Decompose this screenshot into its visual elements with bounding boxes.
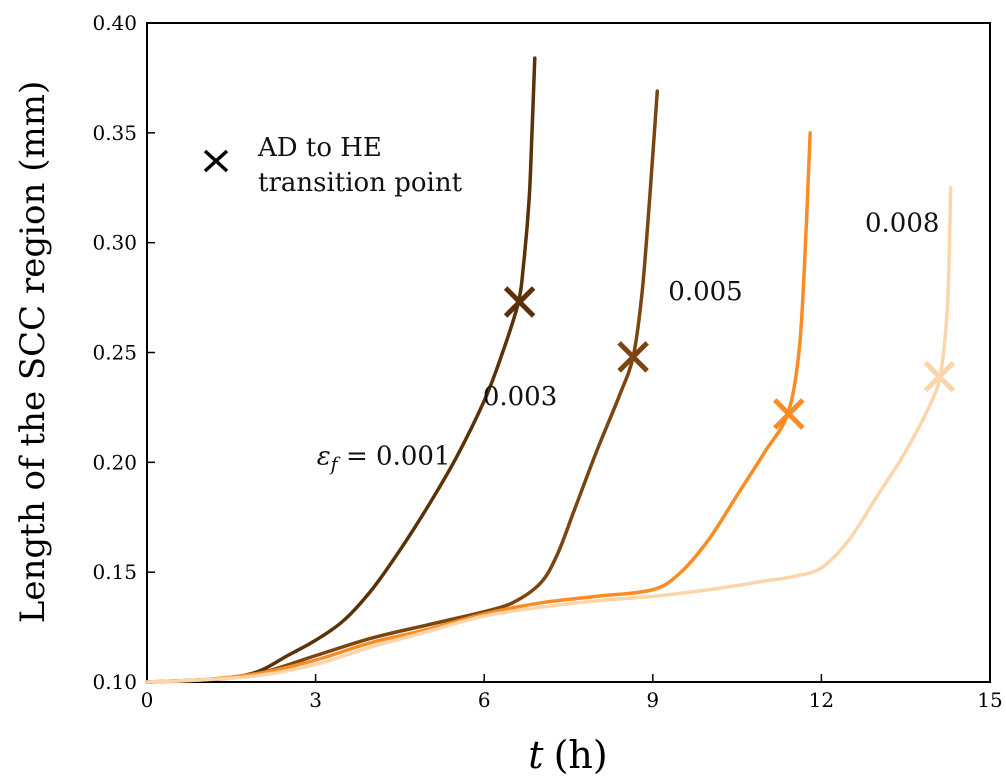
plot-frame: [146, 22, 991, 683]
series-annotations: εf = 0.001 0.003 0.005 0.008: [317, 209, 940, 476]
x-tick-label: 9: [646, 688, 659, 712]
x-axis-label-unit: (h): [554, 733, 608, 777]
legend-text-line1: AD to HE: [257, 133, 382, 163]
y-tick-label: 0.30: [92, 231, 137, 255]
transition-marker-1: [617, 341, 649, 373]
x-tick-label: 3: [309, 688, 322, 712]
transition-markers: [503, 286, 956, 430]
legend-text-line2: transition point: [258, 168, 463, 198]
legend-marker-icon: [203, 149, 229, 173]
y-axis-label: Length of the SCC region (mm): [13, 81, 53, 623]
series-line-1: [145, 89, 660, 684]
y-tick-label: 0.10: [92, 670, 137, 694]
legend: AD to HE transition point: [203, 133, 463, 198]
y-tick-label: 0.35: [92, 121, 137, 145]
x-tick-label: 15: [977, 688, 1002, 712]
y-tick-label: 0.40: [92, 11, 137, 35]
x-axis-label: t (h): [528, 733, 607, 777]
series-annotation-3: 0.008: [865, 209, 939, 239]
y-tick-label: 0.25: [92, 341, 137, 365]
series-annotation-2: 0.005: [668, 277, 742, 307]
x-tick-label: 12: [809, 688, 834, 712]
y-tick-label: 0.20: [92, 450, 137, 474]
transition-marker-3: [923, 360, 956, 393]
x-tick-label: 6: [478, 688, 491, 712]
series-line-0: [145, 56, 537, 684]
x-tick-label: 0: [141, 688, 154, 712]
series-lines: [145, 56, 953, 684]
series-annotation-1: 0.003: [483, 382, 557, 412]
series-line-2: [145, 131, 812, 684]
series-annotation-0: εf = 0.001: [317, 442, 451, 476]
axes: 0 3 6 9 12 15 0.10 0.15 0.20 0.25 0.30 0.35 0.40: [92, 11, 1002, 712]
y-tick-label: 0.15: [92, 560, 137, 584]
x-axis-label-variable: t: [528, 733, 544, 777]
transition-marker-0: [503, 286, 536, 318]
series-line-3: [145, 186, 953, 684]
transition-marker-2: [773, 398, 805, 430]
